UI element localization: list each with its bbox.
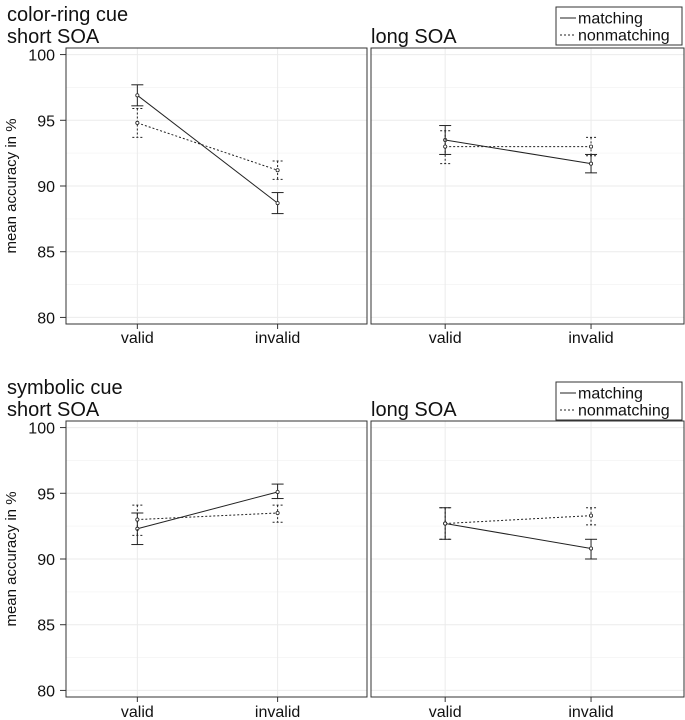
panel-0-0: valid invalid: [65, 47, 368, 347]
data-point: [275, 489, 280, 494]
panel-title: short SOA: [7, 399, 100, 421]
x-tick-label: valid: [429, 330, 462, 347]
y-axis-label: mean accuracy in %: [3, 491, 20, 626]
series-line: [445, 515, 592, 525]
panel-0-1: valid invalid: [370, 47, 685, 347]
series-matching: [131, 84, 284, 215]
y-tick-label: 95: [37, 113, 55, 130]
x-tick-label: valid: [429, 704, 462, 720]
y-tick-label: 85: [37, 618, 55, 635]
panel-border: [370, 420, 685, 698]
panel-border: [65, 47, 368, 325]
panel-border: [65, 420, 368, 698]
legend-label-nonmatching: nonmatching: [578, 28, 670, 45]
series-line: [137, 94, 278, 204]
x-tick-label: valid: [121, 330, 154, 347]
x-tick-label: invalid: [568, 704, 613, 720]
panel-1-0: valid invalid: [65, 420, 368, 720]
data-point: [135, 120, 140, 125]
data-point: [275, 510, 280, 515]
legend-label-matching: matching: [578, 386, 643, 403]
legend-box: [555, 381, 683, 421]
data-point: [135, 93, 140, 98]
data-point: [589, 161, 594, 166]
panel-title: long SOA: [371, 399, 457, 421]
series-line: [137, 491, 278, 530]
legend-label-nonmatching: nonmatching: [578, 403, 670, 420]
data-point: [589, 513, 594, 518]
figure-title: symbolic cue: [7, 377, 123, 399]
x-tick-label: invalid: [255, 704, 300, 720]
x-tick-label: invalid: [255, 330, 300, 347]
series-matching: [439, 507, 598, 560]
y-tick-label: 80: [37, 310, 55, 327]
data-point: [589, 144, 594, 149]
y-tick-label: 95: [37, 486, 55, 503]
y-tick-label: 90: [37, 179, 55, 196]
data-point: [443, 521, 448, 526]
data-point: [275, 201, 280, 206]
x-tick-label: invalid: [568, 330, 613, 347]
panel-title: short SOA: [7, 26, 100, 48]
y-tick-label: 100: [28, 421, 55, 438]
y-tick-label: 85: [37, 245, 55, 262]
series-line: [137, 512, 278, 521]
series-line: [137, 122, 278, 171]
panel-title: long SOA: [371, 26, 457, 48]
legend-label-matching: matching: [578, 11, 643, 28]
series-nonmatching: [132, 504, 283, 536]
data-point: [135, 517, 140, 522]
y-tick-label: 80: [37, 683, 55, 700]
y-axis-label: mean accuracy in %: [3, 118, 20, 253]
series-matching: [439, 125, 598, 174]
legend-box: [555, 6, 683, 46]
data-point: [589, 546, 594, 551]
y-tick-label: 100: [28, 48, 55, 65]
panel-1-1: valid invalid: [370, 420, 685, 720]
series-line: [445, 139, 592, 165]
panel-border: [370, 47, 685, 325]
series-nonmatching: [440, 507, 597, 540]
series-nonmatching: [440, 130, 597, 165]
data-point: [443, 144, 448, 149]
y-tick-label: 90: [37, 552, 55, 569]
series-nonmatching: [132, 107, 283, 180]
x-tick-label: valid: [121, 704, 154, 720]
figure-title: color-ring cue: [7, 4, 128, 26]
series-line: [445, 523, 592, 549]
data-point: [275, 168, 280, 173]
